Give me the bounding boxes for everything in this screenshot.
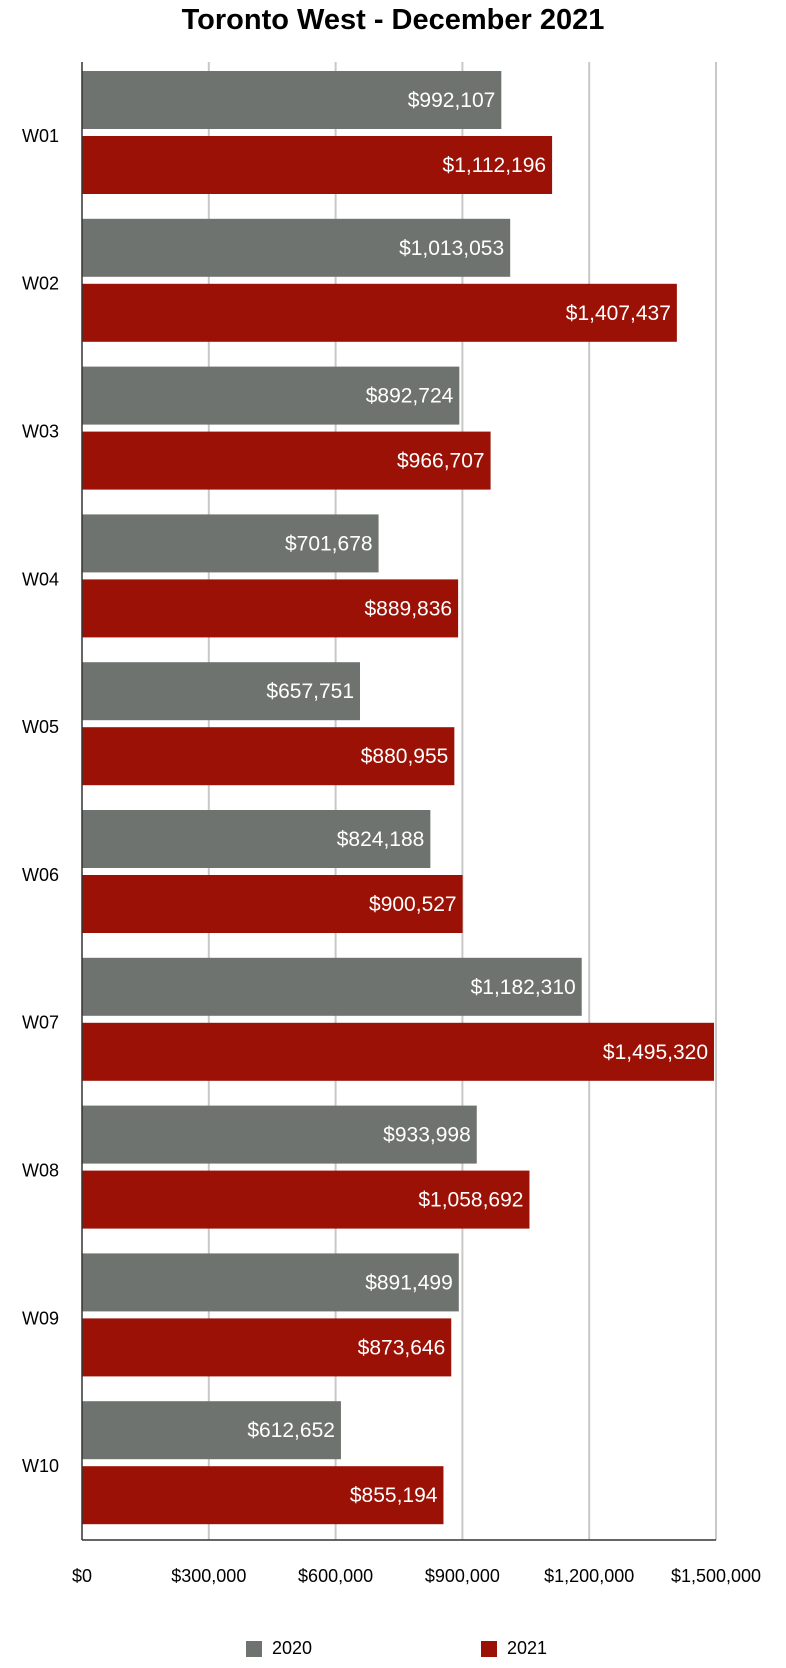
- bar-label-2020-w02: $1,013,053: [399, 237, 504, 260]
- chart-title: Toronto West - December 2021: [181, 4, 605, 36]
- bar-2020-w08: [82, 1105, 477, 1164]
- bar-label-2021-w01: $1,112,196: [443, 154, 547, 177]
- category-label: W01: [22, 126, 59, 146]
- legend-item-2021: 2021: [481, 1638, 547, 1659]
- legend-label-2020: 2020: [272, 1638, 313, 1658]
- category-label: W03: [22, 422, 59, 442]
- bar-2021-w02: [82, 283, 677, 342]
- bar-label-2020-w05: $657,751: [266, 680, 354, 703]
- bar-label-2021-w08: $1,058,692: [418, 1189, 523, 1212]
- bar-2020-w06: [82, 810, 431, 868]
- bar-label-2021-w04: $889,836: [365, 597, 453, 620]
- bar-label-2021-w03: $966,707: [397, 450, 485, 473]
- bar-label-2021-w09: $873,646: [358, 1336, 446, 1359]
- legend-swatch-2021: [481, 1640, 497, 1657]
- bar-2021-w05: [82, 727, 455, 786]
- bar-label-2020-w09: $891,499: [365, 1271, 453, 1294]
- x-tick-label: $300,000: [171, 1566, 246, 1586]
- category-label: W08: [22, 1161, 59, 1181]
- bar-2020-w07: [82, 957, 582, 1016]
- bar-2021-w03: [82, 431, 491, 490]
- bar-2020-w01: [82, 71, 502, 129]
- bar-2020-w04: [82, 514, 379, 573]
- bar-label-2020-w10: $612,652: [247, 1419, 335, 1442]
- category-label: W09: [22, 1308, 59, 1328]
- bar-2020-w10: [82, 1401, 341, 1460]
- bar-label-2020-w04: $701,678: [285, 532, 373, 555]
- bar-label-2021-w07: $1,495,320: [603, 1041, 708, 1064]
- bar-label-2020-w03: $892,724: [366, 385, 454, 408]
- legend: 2020 2021: [0, 1638, 786, 1662]
- bar-label-2020-w07: $1,182,310: [471, 976, 576, 999]
- bar-label-2021-w02: $1,407,437: [566, 302, 671, 325]
- bar-label-2021-w10: $855,194: [350, 1484, 438, 1507]
- bar-2021-w08: [82, 1170, 530, 1229]
- bar-2020-w05: [82, 662, 361, 721]
- x-tick-label: $0: [72, 1566, 92, 1586]
- category-label: W06: [22, 865, 59, 885]
- bar-label-2020-w08: $933,998: [383, 1124, 471, 1147]
- category-label: W10: [22, 1456, 59, 1476]
- category-label: W07: [22, 1013, 59, 1033]
- bar-2020-w02: [82, 218, 511, 277]
- legend-label-2021: 2021: [507, 1638, 548, 1658]
- bar-2020-w03: [82, 366, 460, 425]
- bar-label-2020-w01: $992,107: [408, 89, 496, 112]
- category-label: W04: [22, 569, 59, 589]
- bar-2021-w04: [82, 579, 459, 638]
- category-label: W05: [22, 717, 59, 737]
- bar-label-2021-w06: $900,527: [369, 893, 457, 916]
- bar-2021-w10: [82, 1466, 444, 1525]
- bar-label-2021-w05: $880,955: [361, 745, 449, 768]
- x-tick-label: $1,500,000: [671, 1566, 761, 1586]
- bar-2021-w01: [82, 136, 553, 194]
- x-tick-label: $1,200,000: [544, 1566, 634, 1586]
- x-tick-label: $600,000: [298, 1566, 373, 1586]
- bar-label-2020-w06: $824,188: [337, 828, 425, 851]
- bar-2021-w09: [82, 1318, 452, 1377]
- category-label: W02: [22, 274, 59, 294]
- bar-2021-w07: [82, 1022, 715, 1081]
- bar-2020-w09: [82, 1253, 459, 1312]
- x-tick-label: $900,000: [425, 1566, 500, 1586]
- legend-item-2020: 2020: [246, 1638, 312, 1659]
- bar-2021-w06: [82, 875, 463, 933]
- legend-swatch-2020: [246, 1640, 262, 1657]
